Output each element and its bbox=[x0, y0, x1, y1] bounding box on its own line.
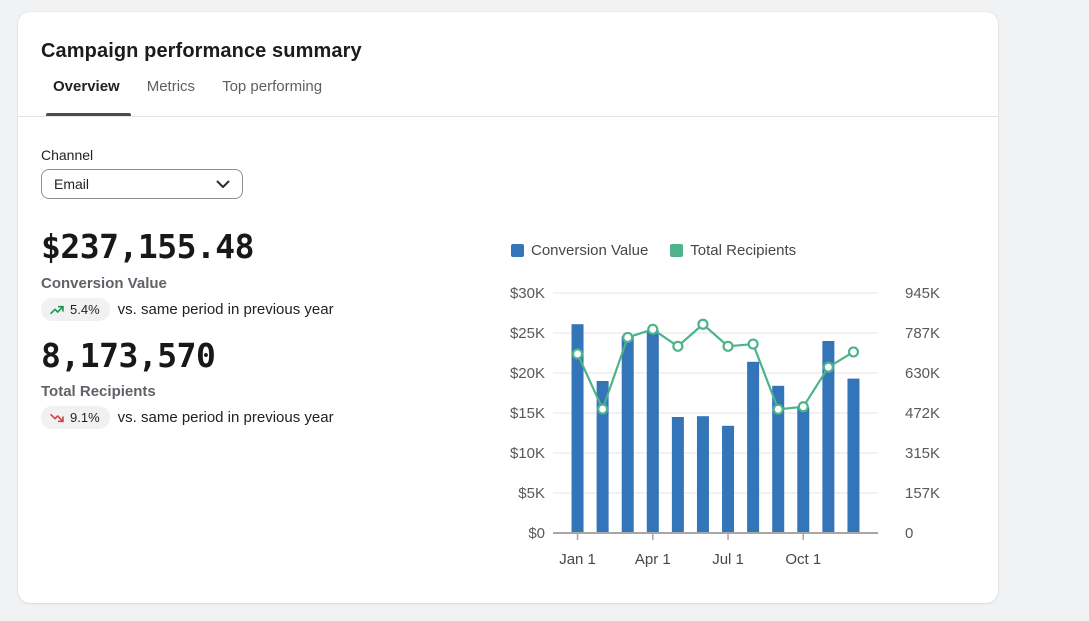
svg-text:$0: $0 bbox=[528, 525, 545, 542]
total-recipients-delta-badge: 9.1% bbox=[41, 406, 110, 429]
total-recipients-swatch bbox=[670, 244, 684, 257]
performance-chart: $0 $5K $10K $15K $20K $25K $30K 0 157K 315K 472K 63… bbox=[510, 285, 940, 568]
conversion-value-amount: $237,155.48 bbox=[41, 227, 255, 266]
svg-text:787K: 787K bbox=[905, 325, 940, 342]
svg-text:$30K: $30K bbox=[510, 285, 545, 302]
svg-text:Jan 1: Jan 1 bbox=[559, 551, 596, 568]
channel-select-value: Email bbox=[54, 176, 90, 192]
total-recipients-label: Total Recipients bbox=[41, 383, 156, 400]
tab-overview[interactable]: Overview bbox=[53, 78, 120, 95]
legend-label: Total Recipients bbox=[690, 242, 797, 259]
tab-bar: Overview Metrics Top performing bbox=[53, 78, 322, 109]
svg-text:$15K: $15K bbox=[510, 405, 545, 422]
svg-text:315K: 315K bbox=[905, 445, 940, 462]
trending-up-icon bbox=[50, 305, 64, 314]
svg-text:0: 0 bbox=[905, 525, 913, 542]
delta-comparison-text: vs. same period in previous year bbox=[117, 301, 334, 318]
conversion-value-delta-row: 5.4% vs. same period in previous year bbox=[41, 298, 334, 321]
delta-percent: 5.4% bbox=[70, 302, 100, 317]
svg-text:Oct 1: Oct 1 bbox=[785, 551, 821, 568]
chart-legend: Conversion Value Total Recipients bbox=[511, 242, 796, 259]
channel-select[interactable]: Email bbox=[41, 169, 243, 199]
active-tab-indicator bbox=[46, 113, 131, 117]
conversion-value-label: Conversion Value bbox=[41, 275, 167, 292]
svg-text:$10K: $10K bbox=[510, 445, 545, 462]
conversion-value-delta-badge: 5.4% bbox=[41, 298, 110, 321]
conversion-value-swatch bbox=[511, 244, 524, 257]
campaign-summary-card: Campaign performance summary Overview Me… bbox=[18, 12, 998, 603]
svg-text:Apr 1: Apr 1 bbox=[635, 551, 671, 568]
channel-label: Channel bbox=[41, 147, 94, 163]
delta-comparison-text: vs. same period in previous year bbox=[117, 409, 334, 426]
svg-text:945K: 945K bbox=[905, 285, 940, 302]
chevron-down-icon bbox=[216, 180, 230, 188]
trending-down-icon bbox=[50, 413, 64, 422]
total-recipients-delta-row: 9.1% vs. same period in previous year bbox=[41, 406, 334, 429]
tab-metrics[interactable]: Metrics bbox=[146, 78, 196, 95]
tabs-divider bbox=[18, 116, 998, 117]
legend-item-total-recipients: Total Recipients bbox=[670, 242, 796, 259]
delta-percent: 9.1% bbox=[70, 410, 100, 425]
legend-label: Conversion Value bbox=[531, 242, 649, 259]
svg-text:157K: 157K bbox=[905, 485, 940, 502]
svg-text:$5K: $5K bbox=[518, 485, 545, 502]
tab-top-performing[interactable]: Top performing bbox=[222, 78, 323, 95]
legend-item-conversion-value: Conversion Value bbox=[511, 242, 648, 259]
svg-text:Jul 1: Jul 1 bbox=[712, 551, 744, 568]
svg-text:472K: 472K bbox=[905, 405, 940, 422]
page-title: Campaign performance summary bbox=[41, 40, 362, 62]
total-recipients-amount: 8,173,570 bbox=[41, 336, 216, 375]
svg-text:$25K: $25K bbox=[510, 325, 545, 342]
svg-text:$20K: $20K bbox=[510, 365, 545, 382]
svg-text:630K: 630K bbox=[905, 365, 940, 382]
